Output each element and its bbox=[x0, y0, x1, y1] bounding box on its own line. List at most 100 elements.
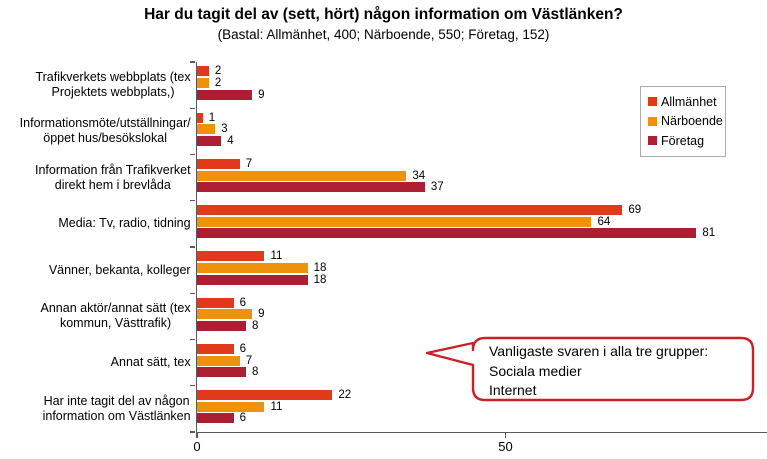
category-label: Har inte tagit del av någon information … bbox=[0, 386, 196, 432]
bar bbox=[196, 263, 308, 274]
bar bbox=[196, 112, 203, 123]
value-label: 2 bbox=[214, 77, 222, 90]
category-label-text: Annan aktör/annat sätt (tex kommun, Väst… bbox=[40, 301, 191, 331]
bar-line: 69 bbox=[196, 204, 767, 217]
y-axis-tick bbox=[189, 431, 196, 433]
bar-line: 22 bbox=[196, 389, 767, 401]
bar-line: 6 bbox=[196, 342, 767, 355]
bar bbox=[196, 320, 246, 331]
category-label: Annat sätt, tex bbox=[0, 340, 196, 386]
category-row: Annan aktör/annat sätt (tex kommun, Väst… bbox=[0, 292, 767, 340]
value-label: 34 bbox=[412, 169, 426, 182]
y-axis-tick bbox=[189, 292, 196, 294]
category-row: Annat sätt, tex 6 7 8 bbox=[0, 338, 767, 386]
bar bbox=[196, 66, 209, 77]
bar-line: 2 bbox=[196, 77, 767, 90]
category-label: Media: Tv, radio, tidning bbox=[0, 201, 196, 247]
bar bbox=[196, 390, 333, 401]
category-label: Vänner, bekanta, kolleger bbox=[0, 247, 196, 293]
bar bbox=[196, 216, 592, 227]
bar-line: 7 bbox=[196, 157, 767, 170]
chart-title: Har du tagit del av (sett, hört) någon i… bbox=[144, 6, 623, 23]
category-label-text: Annat sätt, tex bbox=[110, 355, 191, 370]
category-row: Trafikverkets webbplats (tex Projektets … bbox=[0, 61, 767, 109]
bar-group: 11 18 18 bbox=[189, 246, 767, 294]
category-label-text: Media: Tv, radio, tidning bbox=[58, 216, 191, 231]
bar-line: 8 bbox=[196, 319, 767, 332]
value-label: 9 bbox=[258, 308, 265, 321]
bar-group: 69 64 81 bbox=[189, 200, 767, 247]
bar bbox=[196, 170, 407, 181]
value-label: 64 bbox=[597, 215, 611, 228]
bar-line: 18 bbox=[196, 262, 767, 275]
value-label: 18 bbox=[313, 262, 327, 275]
category-label: Annan aktör/annat sätt (tex kommun, Väst… bbox=[0, 293, 196, 339]
y-axis-tick bbox=[189, 246, 196, 248]
x-axis-tick-label: 50 bbox=[498, 439, 513, 454]
bar bbox=[196, 205, 623, 216]
bar-line: 3 bbox=[196, 123, 767, 136]
bar-line: 11 bbox=[196, 250, 767, 262]
category-label-text: Trafikverkets webbplats (tex Projektets … bbox=[35, 70, 191, 100]
category-label: Informationsmöte/utställningar/ öppet hu… bbox=[0, 108, 196, 154]
legend-swatch bbox=[648, 116, 657, 126]
bar bbox=[196, 343, 234, 354]
bar bbox=[196, 228, 697, 239]
value-label: 6 bbox=[239, 296, 247, 309]
bar bbox=[196, 158, 240, 169]
value-label: 3 bbox=[221, 123, 228, 136]
bar bbox=[196, 274, 308, 285]
category-label: Trafikverkets webbplats (tex Projektets … bbox=[0, 62, 196, 108]
y-axis-tick bbox=[189, 200, 196, 202]
y-axis-tick bbox=[189, 61, 196, 63]
value-label: 8 bbox=[251, 319, 259, 332]
bar-line: 37 bbox=[196, 181, 767, 193]
bar bbox=[196, 297, 234, 308]
category-row: Har inte tagit del av någon information … bbox=[0, 385, 767, 433]
category-label-text: Har inte tagit del av någon information … bbox=[42, 393, 191, 423]
category-label-text: Information från Trafikverket direkt hem… bbox=[34, 162, 191, 192]
bar bbox=[196, 401, 265, 412]
value-label: 18 bbox=[313, 273, 327, 286]
bar bbox=[196, 182, 425, 193]
callout-bubble-outline bbox=[425, 336, 755, 402]
bar-group: 22 11 6 bbox=[189, 385, 767, 433]
x-axis-tick bbox=[196, 433, 198, 438]
plot-area: Trafikverkets webbplats (tex Projektets … bbox=[0, 61, 767, 459]
category-row: Media: Tv, radio, tidning 69 64 81 bbox=[0, 200, 767, 247]
callout-line: Vanligaste svaren i alla tre grupper: bbox=[489, 343, 709, 359]
bar-line: 64 bbox=[196, 215, 767, 228]
bar-line: 6 bbox=[196, 296, 767, 309]
bar bbox=[196, 367, 246, 378]
bar-line: 1 bbox=[196, 111, 767, 124]
category-label-text: Vänner, bekanta, kolleger bbox=[48, 262, 191, 277]
category-row: Information från Trafikverket direkt hem… bbox=[0, 153, 767, 201]
legend-entry: Företag bbox=[648, 131, 725, 151]
value-label: 4 bbox=[227, 134, 234, 147]
x-axis-line bbox=[195, 432, 767, 434]
legend-entry: Närboende bbox=[648, 112, 725, 132]
x-axis-tick bbox=[504, 433, 507, 438]
chart-subtitle: (Bastal: Allmänhet, 400; Närboende, 550;… bbox=[217, 27, 550, 42]
bar-line: 4 bbox=[196, 134, 767, 147]
callout-bubble bbox=[425, 336, 755, 402]
callout-line: Internet bbox=[489, 382, 537, 398]
value-label: 69 bbox=[628, 204, 642, 217]
value-label: 6 bbox=[239, 412, 247, 425]
y-axis-tick bbox=[189, 385, 196, 387]
bar-line: 11 bbox=[196, 401, 767, 413]
bar-line: 9 bbox=[196, 308, 767, 321]
bar bbox=[196, 135, 222, 146]
legend-swatch bbox=[648, 97, 657, 107]
y-axis-tick bbox=[189, 107, 196, 109]
value-label: 7 bbox=[245, 157, 253, 170]
legend-swatch bbox=[648, 136, 657, 146]
bar-line: 18 bbox=[196, 273, 767, 286]
value-label: 1 bbox=[208, 111, 216, 124]
value-label: 6 bbox=[239, 342, 247, 355]
y-axis-tick bbox=[189, 338, 196, 341]
